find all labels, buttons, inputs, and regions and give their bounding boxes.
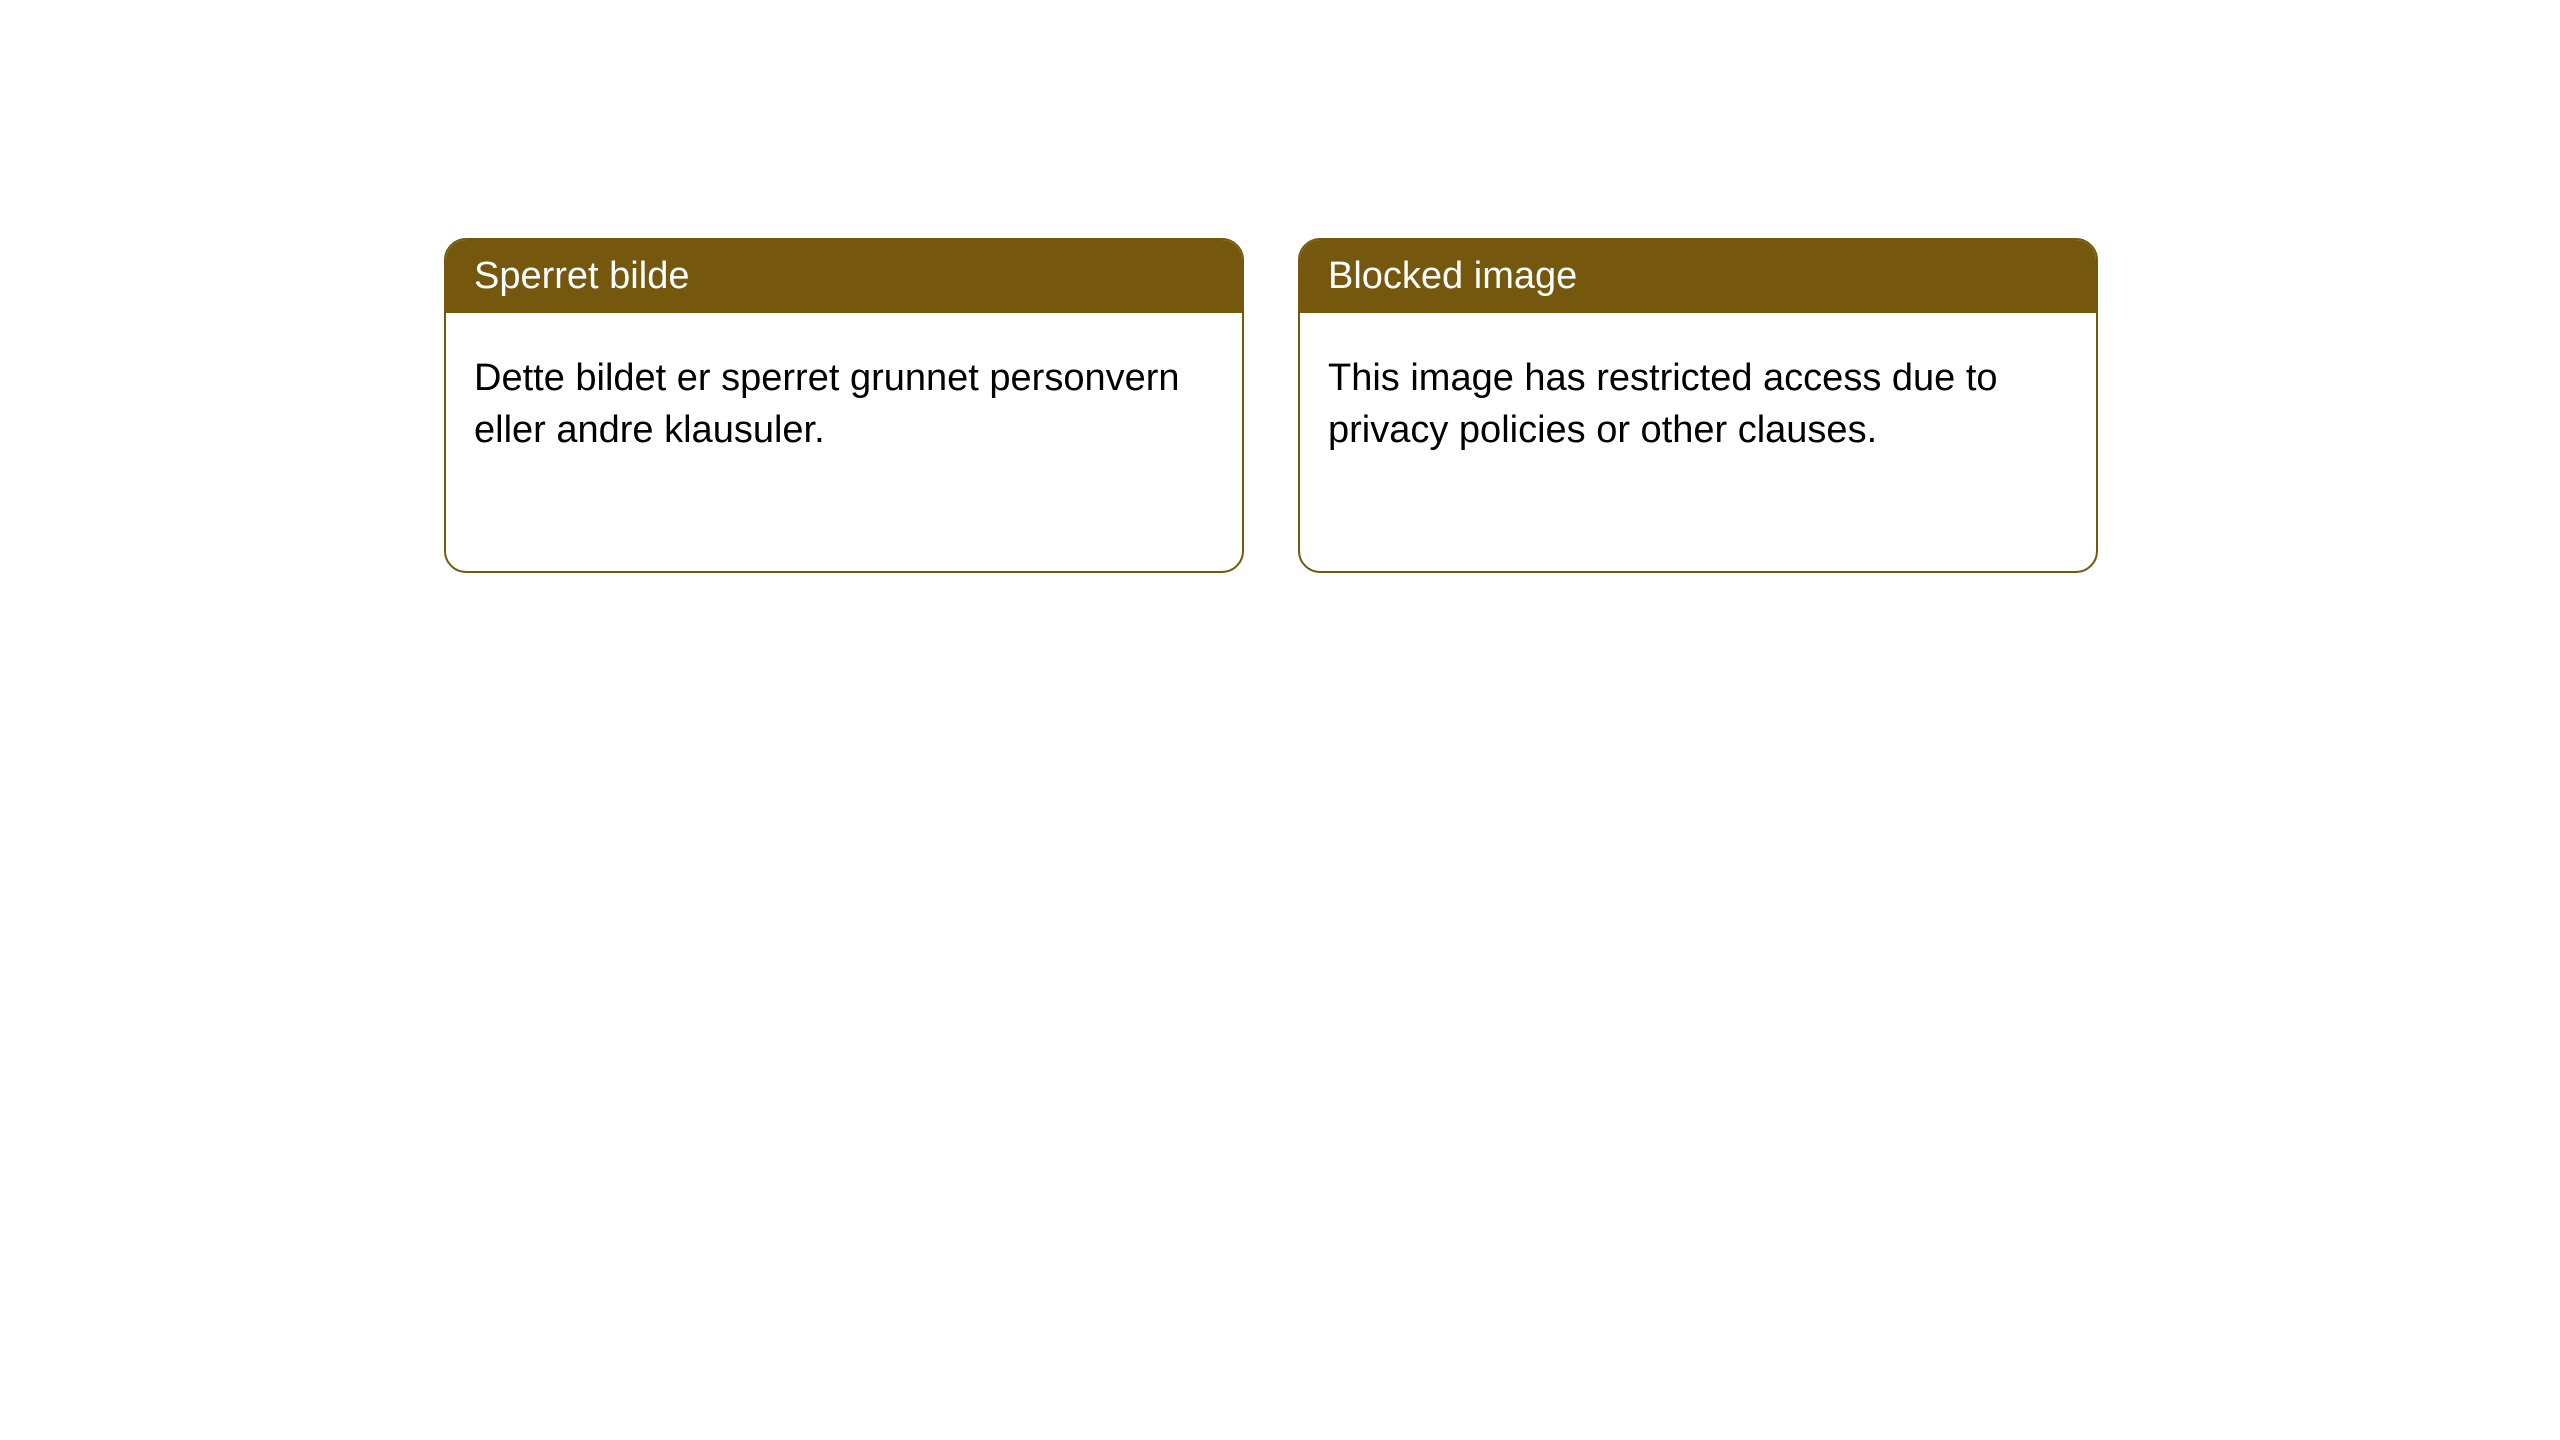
notice-body: This image has restricted access due to … <box>1300 313 2096 496</box>
notice-card-english: Blocked image This image has restricted … <box>1298 238 2098 573</box>
notice-header: Sperret bilde <box>446 240 1242 313</box>
notice-text: Dette bildet er sperret grunnet personve… <box>474 353 1214 456</box>
notice-container: Sperret bilde Dette bildet er sperret gr… <box>0 0 2560 573</box>
notice-text: This image has restricted access due to … <box>1328 353 2068 456</box>
notice-body: Dette bildet er sperret grunnet personve… <box>446 313 1242 496</box>
notice-header: Blocked image <box>1300 240 2096 313</box>
notice-card-norwegian: Sperret bilde Dette bildet er sperret gr… <box>444 238 1244 573</box>
